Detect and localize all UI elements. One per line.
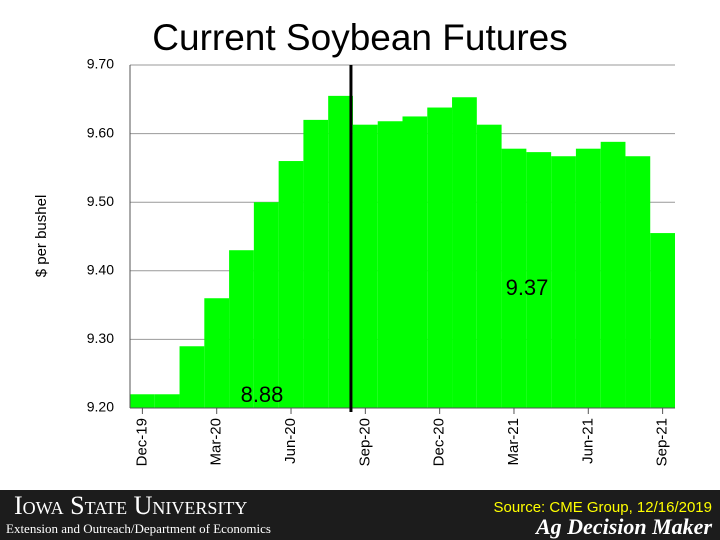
x-tick-label: Jun-20 [282, 418, 299, 464]
annotation: 9.37 [506, 275, 549, 300]
bar [625, 156, 651, 408]
y-tick-label: 9.60 [87, 124, 114, 140]
brand: Ag Decision Maker [534, 514, 712, 539]
bar [303, 119, 329, 408]
bar [229, 250, 254, 408]
x-tick-label: Sep-20 [356, 418, 373, 466]
y-tick-label: 9.30 [87, 330, 114, 346]
bar [452, 97, 477, 408]
bar [154, 394, 180, 408]
bar [600, 141, 626, 408]
y-tick-label: 9.40 [87, 262, 114, 278]
x-tick-label: Dec-20 [431, 418, 448, 466]
y-tick-label: 9.50 [87, 193, 114, 209]
chart-title: Current Soybean Futures [152, 17, 567, 58]
bar [551, 156, 576, 408]
bar [526, 152, 552, 408]
x-tick-label: Mar-20 [208, 418, 225, 466]
department: Extension and Outreach/Department of Eco… [6, 521, 271, 536]
x-tick-label: Mar-21 [505, 418, 522, 466]
bar [179, 346, 205, 408]
y-axis-label: $ per bushel [33, 195, 50, 278]
y-tick-label: 9.70 [87, 56, 114, 72]
bar [328, 95, 353, 409]
x-tick-label: Sep-21 [654, 418, 671, 466]
source: Source: CME Group, 12/16/2019 [494, 499, 712, 516]
bar [501, 148, 527, 408]
footer-band [0, 490, 720, 540]
bar [278, 161, 304, 408]
bar [650, 233, 675, 408]
bar [427, 107, 453, 409]
bar [476, 124, 502, 408]
bar [575, 148, 601, 408]
annotation: 8.88 [241, 382, 284, 407]
y-tick-label: 9.20 [87, 399, 114, 415]
bar [402, 116, 428, 408]
bar [253, 202, 279, 408]
university: Iowa State University [14, 491, 247, 520]
bar [352, 124, 378, 408]
bar [377, 121, 403, 408]
bar [130, 394, 155, 408]
bar [204, 298, 230, 408]
x-tick-label: Jun-21 [579, 418, 596, 464]
plot: 9.20 9.30 9.40 9.50 9.60 9.70 Dec-19 Mar-20 Jun-… [87, 56, 675, 466]
x-tick-label: Dec-19 [133, 418, 150, 466]
